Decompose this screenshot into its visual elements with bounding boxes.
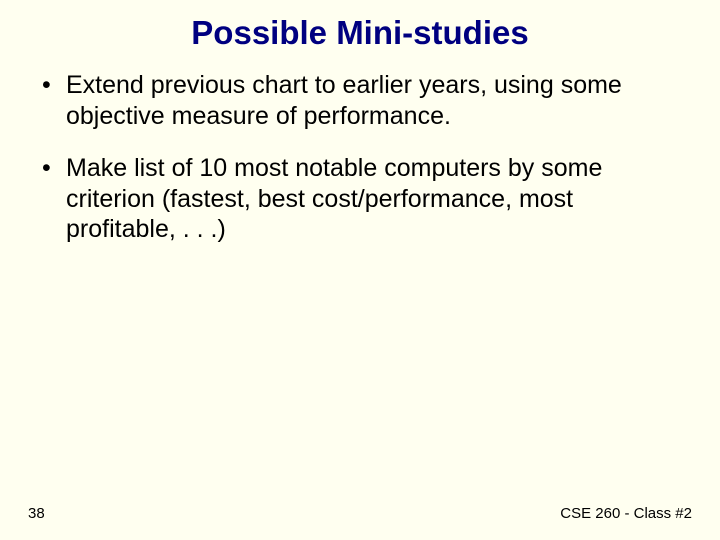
bullet-item: Make list of 10 most notable computers b…	[36, 153, 684, 245]
bullet-list: Extend previous chart to earlier years, …	[36, 70, 684, 245]
slide-title: Possible Mini-studies	[36, 14, 684, 52]
slide: Possible Mini-studies Extend previous ch…	[0, 0, 720, 540]
page-number: 38	[28, 505, 45, 522]
bullet-item: Extend previous chart to earlier years, …	[36, 70, 684, 131]
class-label: CSE 260 - Class #2	[560, 505, 692, 522]
